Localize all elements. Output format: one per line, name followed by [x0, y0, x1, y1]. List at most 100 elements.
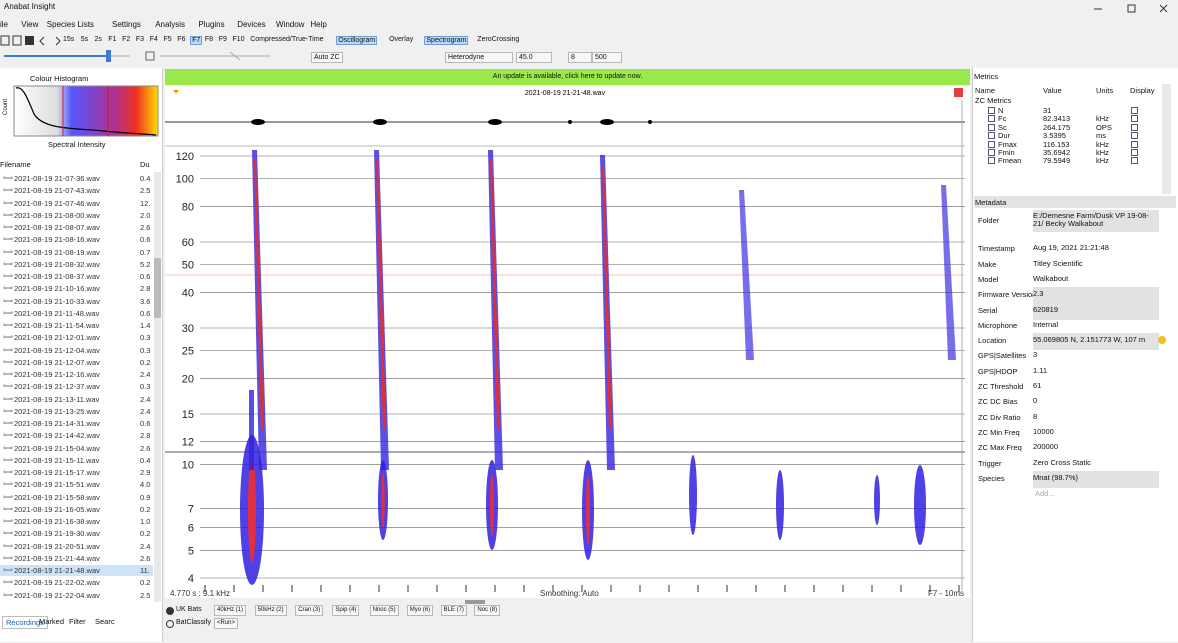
file-row[interactable]: ⟺ 2021-08-19 21-15-11.wav 0.4: [0, 455, 153, 466]
classifier-button[interactable]: Cran (3): [295, 605, 324, 616]
checkbox[interactable]: [1131, 123, 1138, 131]
toolbar-button[interactable]: Oscillogram: [336, 36, 378, 45]
file-row[interactable]: ⟺ 2021-08-19 21-08-00.wav 2.0: [0, 210, 153, 221]
file-row[interactable]: ⟺ 2021-08-19 21-19-30.wav 0.2: [0, 528, 153, 539]
file-row[interactable]: ⟺ 2021-08-19 21-22-02.wav 0.2: [0, 577, 153, 588]
toolbar-button[interactable]: F5: [163, 36, 172, 43]
tab[interactable]: Marked: [39, 617, 65, 626]
file-row[interactable]: ⟺ 2021-08-19 21-15-58.wav 0.9: [0, 492, 153, 503]
file-row[interactable]: ⟺ 2021-08-19 21-08-16.wav 0.6: [0, 234, 153, 245]
checkbox[interactable]: [1131, 157, 1138, 165]
menu-item[interactable]: Analysis: [155, 20, 185, 29]
toolbar-button[interactable]: Spectrogram: [424, 36, 469, 45]
menu-item[interactable]: Help: [310, 20, 327, 29]
toolbar-sliders[interactable]: [0, 48, 380, 64]
classifier-option[interactable]: UK Bats: [176, 606, 202, 613]
menu-item[interactable]: Species Lists: [46, 20, 94, 29]
menu-item[interactable]: Devices: [237, 20, 266, 29]
toolbar-button[interactable]: F4: [149, 36, 158, 43]
toolbar-button[interactable]: Overlay: [389, 36, 414, 43]
classifier-button[interactable]: 40kHz (1): [214, 605, 247, 616]
file-row[interactable]: ⟺ 2021-08-19 21-10-33.wav 3.6: [0, 296, 153, 307]
meta-key: ZC Max Freq: [978, 443, 1022, 453]
file-row[interactable]: ⟺ 2021-08-19 21-20-51.wav 2.4: [0, 541, 153, 552]
file-row[interactable]: ⟺ 2021-08-19 21-12-07.wav 0.2: [0, 357, 153, 368]
file-row[interactable]: ⟺ 2021-08-19 21-11-48.wav 0.6: [0, 308, 153, 319]
file-row[interactable]: ⟺ 2021-08-19 21-15-51.wav 4.0: [0, 479, 153, 490]
file-row[interactable]: ⟺ 2021-08-19 21-12-04.wav 0.3: [0, 345, 153, 356]
classifier-option[interactable]: BatClassify: [176, 619, 212, 626]
update-banner[interactable]: An update is available, click here to up…: [165, 69, 970, 85]
tab[interactable]: Recordings: [2, 616, 48, 629]
file-row[interactable]: ⟺ 2021-08-19 21-21-44.wav 2.6: [0, 553, 153, 564]
file-row[interactable]: ⟺ 2021-08-19 21-15-17.wav 2.9: [0, 467, 153, 478]
file-row[interactable]: ⟺ 2021-08-19 21-21-48.wav 11.: [0, 565, 153, 576]
toolbar-button[interactable]: F3: [135, 36, 145, 43]
file-row[interactable]: ⟺ 2021-08-19 21-16-38.wav 1.0: [0, 516, 153, 527]
file-row[interactable]: ⟺ 2021-08-19 21-08-32.wav 5.2: [0, 259, 153, 270]
checkbox[interactable]: [1131, 132, 1138, 140]
toolbar-button[interactable]: Compressed/True-Time: [250, 36, 324, 43]
menu-item[interactable]: Settings: [112, 20, 141, 29]
file-row[interactable]: ⟺ 2021-08-19 21-15-04.wav 2.6: [0, 443, 153, 454]
toolbar-button[interactable]: F9: [218, 36, 227, 43]
scrollbar[interactable]: [1162, 84, 1171, 194]
file-row[interactable]: ⟺ 2021-08-19 21-22-04.wav 2.5: [0, 590, 153, 601]
toolbar-button[interactable]: ZeroCrossing: [477, 36, 520, 43]
classifier-button[interactable]: Noc (8): [474, 605, 501, 616]
auto-zc-button[interactable]: Auto ZC: [311, 52, 343, 63]
classifier-button[interactable]: Myo (6): [406, 605, 434, 616]
toolbar-button[interactable]: 5s: [80, 36, 89, 43]
menu-item[interactable]: ile: [0, 20, 9, 29]
toolbar-button[interactable]: F10: [232, 36, 245, 43]
scrollbar-thumb[interactable]: [154, 258, 161, 318]
file-row[interactable]: ⟺ 2021-08-19 21-13-11.wav 2.4: [0, 394, 153, 405]
tab[interactable]: Searc: [95, 617, 115, 626]
file-row[interactable]: ⟺ 2021-08-19 21-12-16.wav 2.4: [0, 369, 153, 380]
toolbar-icons[interactable]: [0, 34, 80, 48]
toolbar-button[interactable]: F7: [190, 36, 203, 45]
het-freq-input[interactable]: 45.0: [516, 52, 552, 63]
div-input[interactable]: 8: [568, 52, 592, 63]
toolbar-button[interactable]: 2s: [94, 36, 102, 43]
file-row[interactable]: ⟺ 2021-08-19 21-14-42.wav 2.8: [0, 430, 153, 441]
file-row[interactable]: ⟺ 2021-08-19 21-10-16.wav 2.8: [0, 283, 153, 294]
run-button[interactable]: <Run>: [214, 618, 239, 629]
menu-item[interactable]: View: [21, 20, 39, 29]
menu-item[interactable]: Plugins: [198, 20, 225, 29]
classifier-button[interactable]: BLE (7): [440, 605, 467, 616]
toolbar-button[interactable]: 15s: [63, 36, 75, 43]
checkbox[interactable]: [1131, 149, 1138, 156]
toolbar-button[interactable]: F6: [177, 36, 186, 43]
file-row[interactable]: ⟺ 2021-08-19 21-08-07.wav 2.6: [0, 222, 153, 233]
file-row[interactable]: ⟺ 2021-08-19 21-13-25.wav 2.4: [0, 406, 153, 417]
file-row[interactable]: ⟺ 2021-08-19 21-07-43.wav 2.5: [0, 185, 153, 196]
file-row[interactable]: ⟺ 2021-08-19 21-07-36.wav 0.4: [0, 173, 153, 184]
toolbar-button[interactable]: F2: [122, 36, 131, 43]
window-controls[interactable]: [1090, 0, 1178, 16]
file-row[interactable]: ⟺ 2021-08-19 21-12-37.wav 0.3: [0, 381, 153, 392]
oscillogram-burst: [600, 119, 614, 125]
classifier-button[interactable]: Spip (4): [332, 605, 360, 616]
tab[interactable]: Filter: [69, 617, 86, 626]
scrollbar[interactable]: [154, 172, 161, 602]
menu-item[interactable]: Window: [276, 20, 305, 29]
y-tick-label: 30: [182, 323, 194, 335]
file-row[interactable]: ⟺ 2021-08-19 21-12-01.wav 0.3: [0, 332, 153, 343]
rate-input[interactable]: 500: [592, 52, 622, 63]
checkbox[interactable]: [1131, 140, 1138, 148]
toolbar-button[interactable]: F8: [204, 36, 214, 43]
checkbox[interactable]: [1131, 115, 1138, 123]
add-link[interactable]: Add...: [1035, 489, 1055, 498]
mode-select[interactable]: Heterodyne: [445, 52, 513, 63]
classifier-button[interactable]: Nnoc (5): [369, 605, 399, 616]
file-row[interactable]: ⟺ 2021-08-19 21-08-37.wav 0.6: [0, 271, 153, 282]
toolbar-button[interactable]: F1: [108, 36, 117, 43]
file-row[interactable]: ⟺ 2021-08-19 21-11-54.wav 1.4: [0, 320, 153, 331]
checkbox[interactable]: [1131, 107, 1138, 114]
file-row[interactable]: ⟺ 2021-08-19 21-14-31.wav 0.6: [0, 418, 153, 429]
file-row[interactable]: ⟺ 2021-08-19 21-08-19.wav 0.7: [0, 247, 153, 258]
classifier-button[interactable]: 50kHz (2): [254, 605, 287, 616]
file-row[interactable]: ⟺ 2021-08-19 21-07-46.wav 12.: [0, 198, 153, 209]
file-row[interactable]: ⟺ 2021-08-19 21-16-05.wav 0.2: [0, 504, 153, 515]
